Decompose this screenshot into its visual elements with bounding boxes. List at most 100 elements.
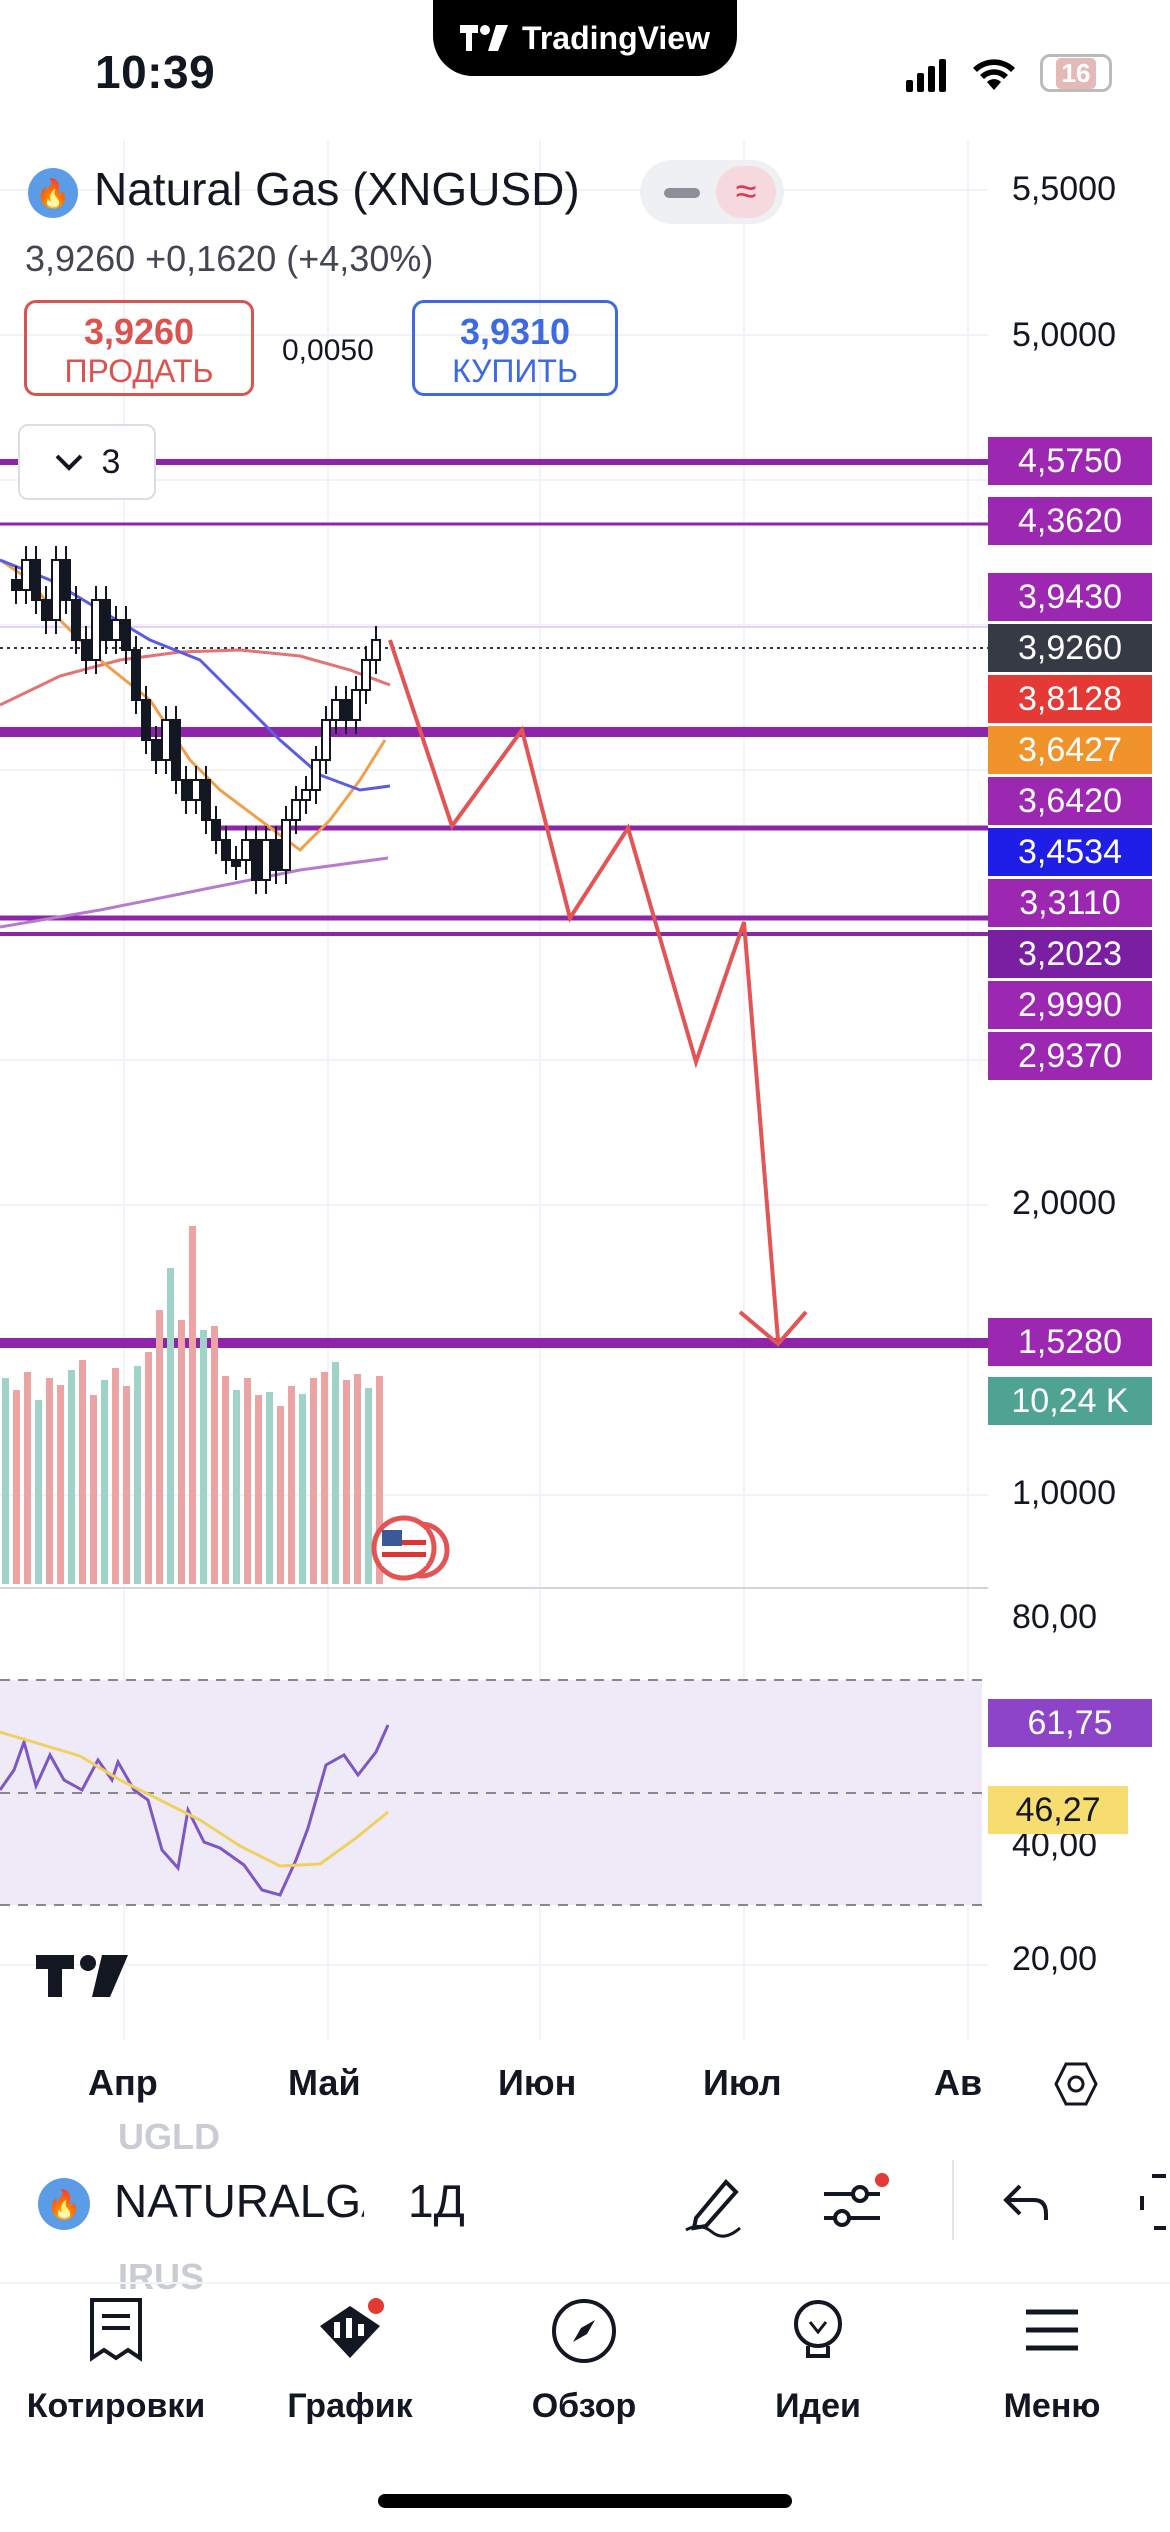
- chart-mode-toggle[interactable]: ≈: [640, 160, 784, 224]
- candle-body: [141, 699, 151, 741]
- price-label: 1,5280: [988, 1318, 1152, 1366]
- nav-overview[interactable]: Обзор: [474, 2296, 694, 2426]
- candle-body: [221, 839, 231, 861]
- nav-chart[interactable]: График: [240, 2296, 460, 2426]
- axis-tick: 5,5000: [1012, 170, 1116, 208]
- last-price: 3,9260: [25, 238, 136, 279]
- volume-bar: [376, 1376, 383, 1584]
- candle-body: [71, 599, 81, 641]
- candle-body: [351, 689, 361, 721]
- candle-body: [121, 619, 131, 651]
- candle-body: [161, 719, 171, 761]
- volume-bar: [354, 1374, 361, 1584]
- fullscreen-icon[interactable]: [1136, 2172, 1170, 2232]
- indicators-settings-icon[interactable]: [820, 2172, 890, 2238]
- candle-body: [91, 599, 101, 661]
- volume-bar: [123, 1386, 130, 1584]
- chart-settings-icon[interactable]: [1052, 2060, 1100, 2108]
- interval-selector[interactable]: 1Д: [408, 2175, 465, 2227]
- candle-body: [251, 839, 261, 881]
- volume-bar: [343, 1380, 350, 1584]
- volume-bar: [156, 1310, 163, 1584]
- candle-body: [61, 559, 71, 601]
- candle-body: [201, 779, 211, 821]
- ma-purple: [0, 856, 389, 929]
- status-time: 10:39: [95, 46, 216, 98]
- volume-bar: [321, 1372, 328, 1584]
- minus-icon: [664, 188, 700, 198]
- candle-body: [311, 759, 321, 791]
- candle-body: [101, 599, 111, 641]
- candle-body: [341, 699, 351, 721]
- time-axis-label: Июл: [703, 2062, 782, 2103]
- nav-divider: [0, 2282, 1170, 2284]
- volume-bar: [79, 1360, 86, 1584]
- volume-bar: [365, 1388, 372, 1584]
- volume-bar: [90, 1395, 97, 1584]
- volume-bar: [244, 1378, 251, 1584]
- forecast-path: [388, 639, 780, 1341]
- price-label: 4,5750: [988, 437, 1152, 485]
- volume-bar: [35, 1400, 42, 1584]
- volume-bar: [46, 1378, 53, 1584]
- axis-tick: 2,0000: [1012, 1184, 1116, 1222]
- rsi-ma-label: 46,27: [988, 1786, 1128, 1834]
- volume-bar: [288, 1386, 295, 1584]
- sell-button[interactable]: 3,9260 ПРОДАТЬ: [24, 300, 254, 396]
- nav-ideas[interactable]: Идеи: [708, 2296, 928, 2426]
- undo-icon[interactable]: [1000, 2180, 1052, 2224]
- toolbar-symbol-name[interactable]: NATURALGAS: [114, 2175, 364, 2227]
- candle-body: [81, 639, 91, 661]
- volume-bar: [101, 1380, 108, 1584]
- candle-body: [281, 819, 291, 871]
- volume-bar: [211, 1326, 218, 1584]
- price-label: 3,8128: [988, 675, 1152, 723]
- price-chart[interactable]: [0, 140, 988, 2040]
- approx-icon: ≈: [716, 166, 776, 218]
- wifi-icon: [973, 59, 1015, 90]
- volume-bar: [310, 1378, 317, 1584]
- candle-body: [181, 779, 191, 801]
- symbol-name[interactable]: Natural Gas (XNGUSD): [94, 163, 580, 215]
- candle-body: [291, 799, 301, 821]
- time-axis-label: Май: [288, 2062, 361, 2103]
- volume-label: 10,24 K: [988, 1377, 1152, 1425]
- tradingview-logo-icon: [460, 25, 509, 51]
- tradingview-watermark-icon: [36, 1955, 128, 1997]
- volume-bar: [178, 1320, 185, 1584]
- draw-pen-icon[interactable]: [678, 2168, 748, 2238]
- rsi-line: [0, 1724, 390, 1897]
- nav-menu[interactable]: Меню: [942, 2296, 1162, 2426]
- ghost-symbol-bottom: IRUS: [118, 2256, 205, 2297]
- candle-body: [31, 559, 41, 601]
- candle-body: [171, 719, 181, 781]
- price-label-current: 3,9260: [988, 624, 1152, 672]
- compass-icon: [552, 2299, 616, 2363]
- nav-label: Идеи: [775, 2387, 861, 2425]
- volume-bar: [233, 1390, 240, 1584]
- indicators-collapse-button[interactable]: 3: [18, 424, 156, 500]
- volume-bar: [68, 1370, 75, 1584]
- price-label: 3,2023: [988, 930, 1152, 978]
- nav-quotes[interactable]: Котировки: [6, 2296, 226, 2426]
- nav-label: Котировки: [26, 2387, 206, 2425]
- buy-button[interactable]: 3,9310 КУПИТЬ: [412, 300, 618, 396]
- candle-body: [331, 699, 341, 721]
- app-pill: TradingView: [433, 0, 737, 76]
- symbol-flame-icon[interactable]: 🔥: [28, 168, 78, 218]
- forecast-arrowhead: [738, 1310, 808, 1347]
- candle-body: [321, 719, 331, 761]
- price-label: 4,3620: [988, 497, 1152, 545]
- candle-body: [301, 789, 311, 801]
- toolbar-symbol-icon[interactable]: 🔥: [38, 2178, 90, 2230]
- app-pill-label: TradingView: [522, 19, 710, 56]
- chevron-down-icon: [55, 454, 82, 471]
- candle-body: [151, 739, 161, 761]
- price-change: +0,1620 (+4,30%): [145, 238, 434, 279]
- volume-bar: [57, 1385, 64, 1584]
- spread-value: 0,0050: [282, 334, 374, 367]
- nav-label: Обзор: [531, 2387, 637, 2425]
- volume-bar: [299, 1394, 306, 1584]
- rsi-axis-tick: 20,00: [1012, 1940, 1098, 1978]
- candle-body: [41, 599, 51, 621]
